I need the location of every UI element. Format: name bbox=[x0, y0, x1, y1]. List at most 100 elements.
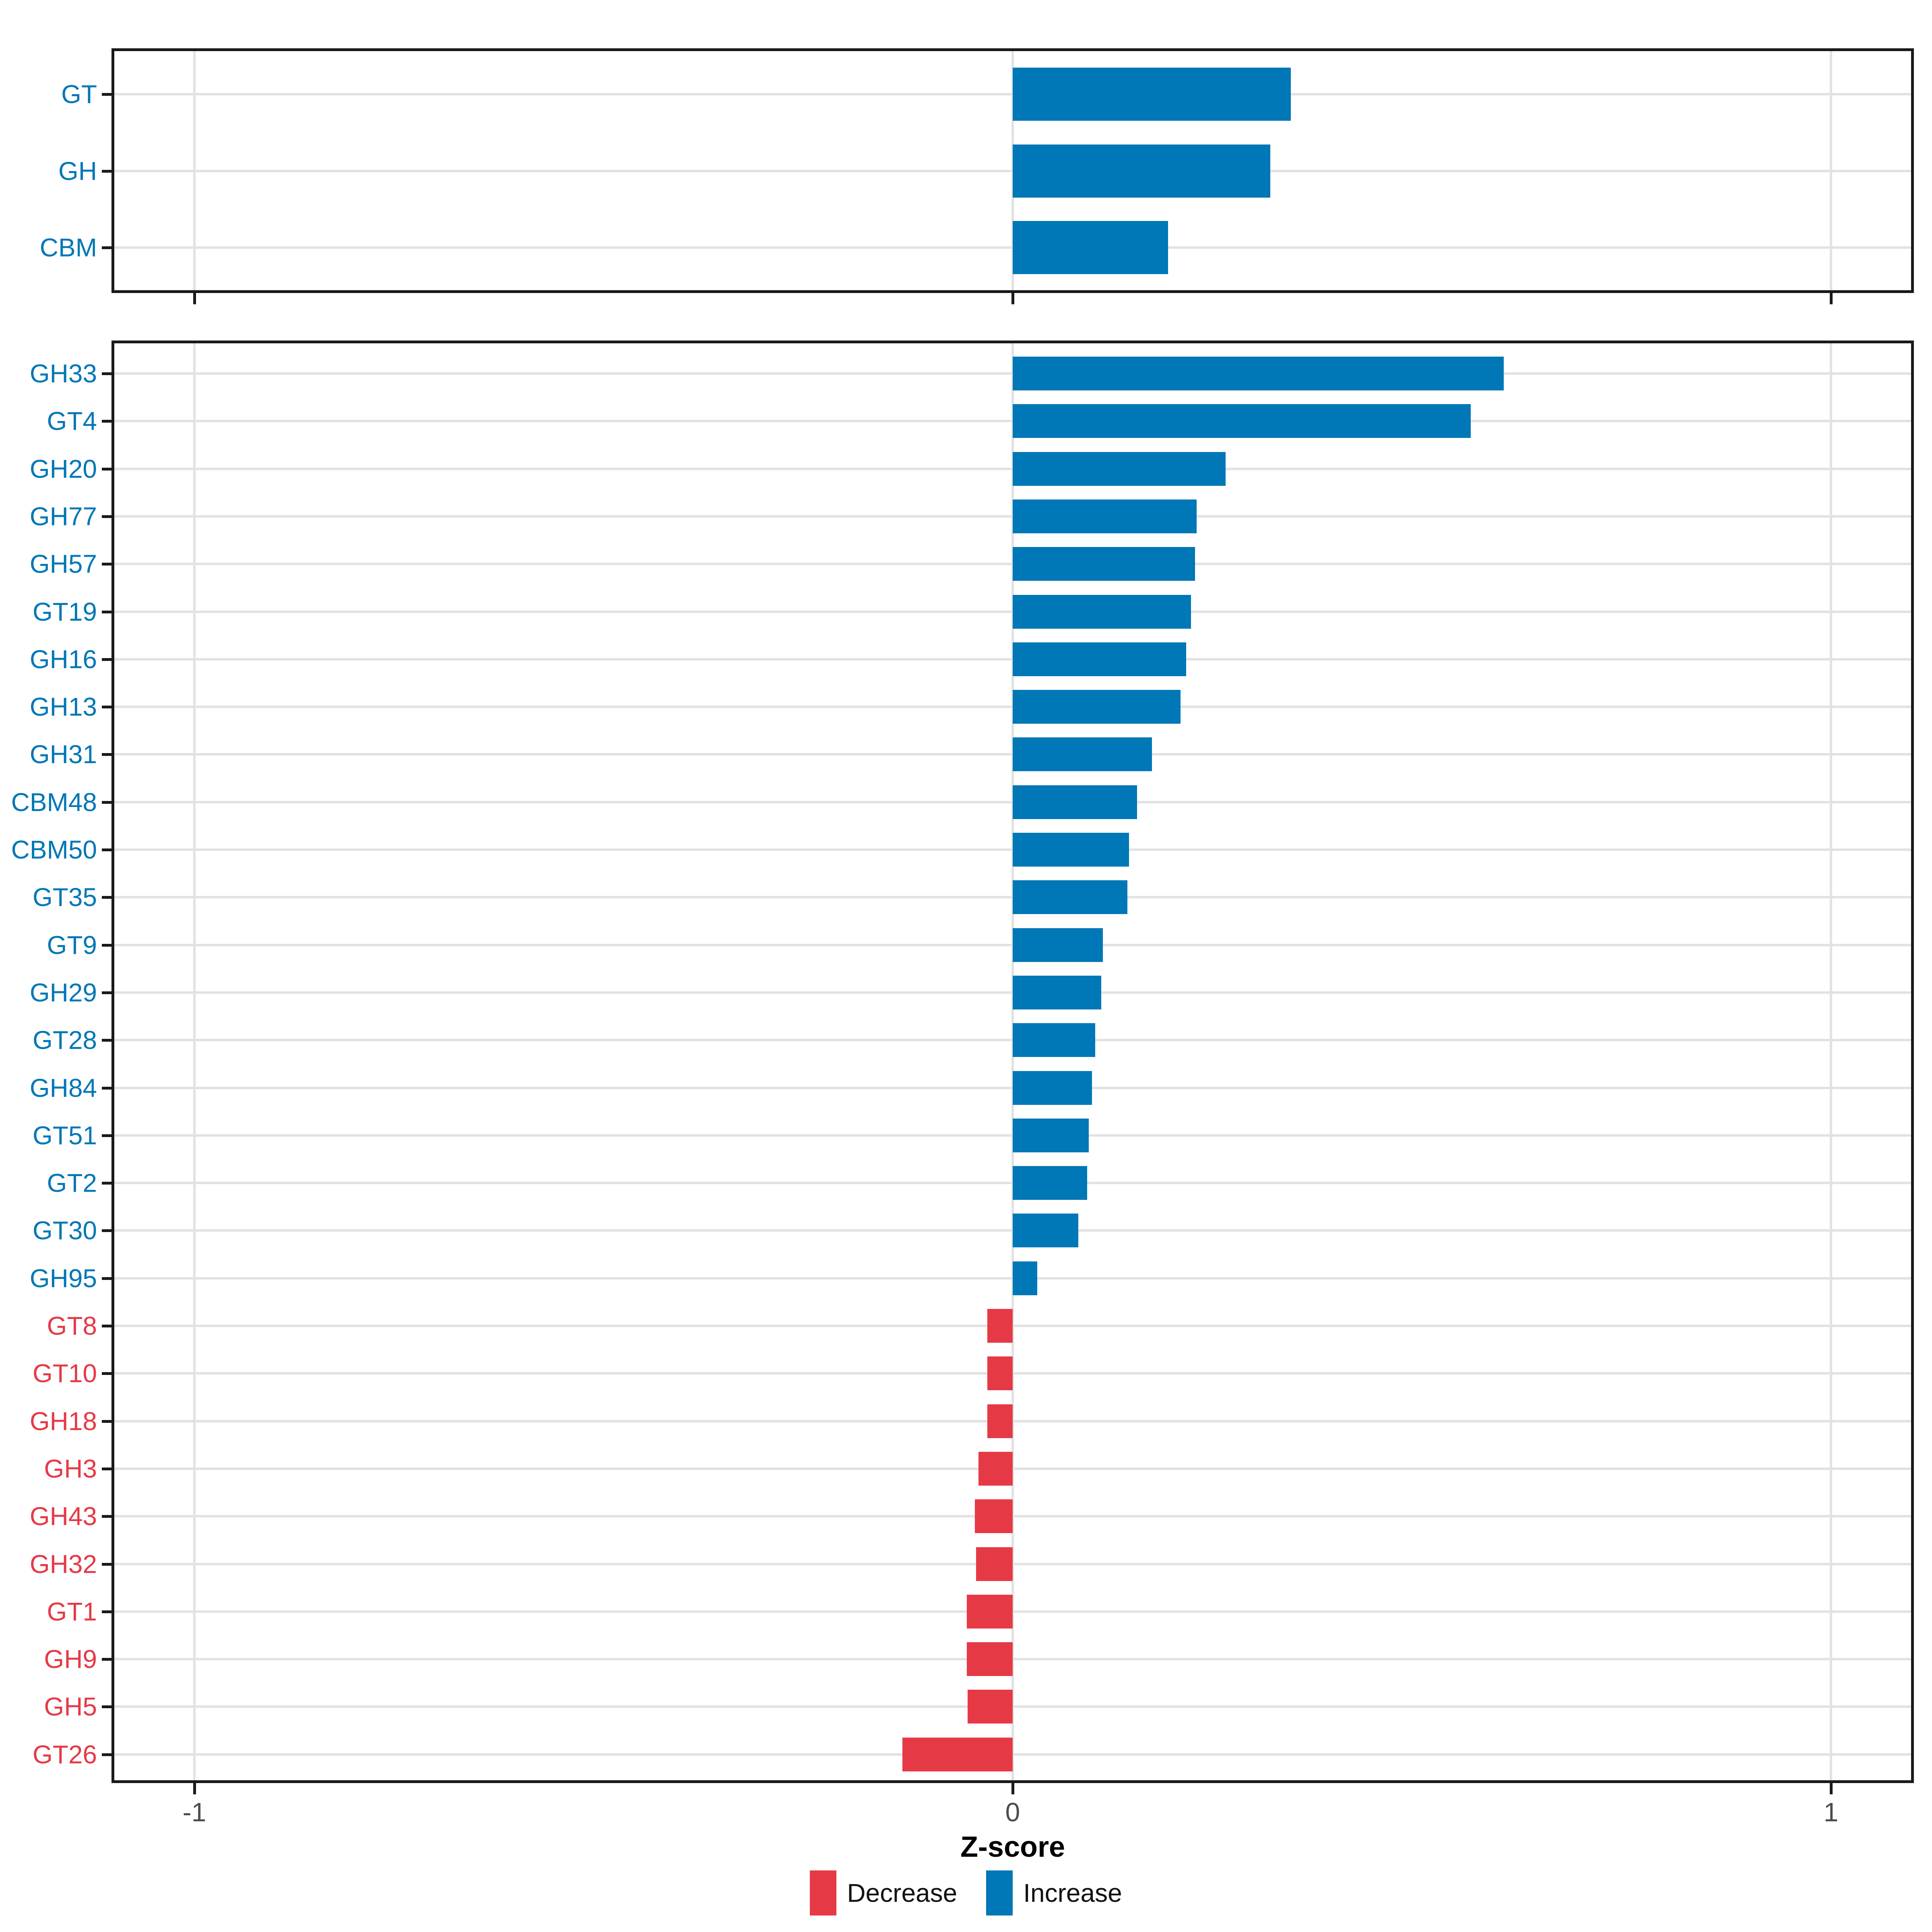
bar-gt1 bbox=[967, 1594, 1013, 1629]
gridline-vertical bbox=[193, 48, 196, 293]
bar-gh33 bbox=[1013, 357, 1504, 390]
y-axis-tick bbox=[102, 991, 111, 994]
y-axis-tick bbox=[102, 1134, 111, 1137]
bar-gh5 bbox=[968, 1690, 1013, 1724]
bar-gh43 bbox=[975, 1499, 1013, 1534]
y-axis-tick bbox=[102, 1039, 111, 1042]
row-label-gt51: GT51 bbox=[32, 1121, 97, 1150]
decrease-color-swatch bbox=[810, 1870, 837, 1915]
row-label-gh33: GH33 bbox=[29, 359, 97, 388]
row-label-gh3: GH3 bbox=[44, 1454, 97, 1483]
row-label-cbm48: CBM48 bbox=[11, 787, 97, 817]
y-axis-tick bbox=[102, 515, 111, 518]
row-label-gt9: GT9 bbox=[47, 930, 97, 960]
y-axis-tick bbox=[102, 563, 111, 566]
y-axis-tick bbox=[102, 1372, 111, 1375]
gridline-vertical bbox=[1830, 341, 1832, 1783]
gridline-vertical bbox=[1011, 341, 1014, 1783]
y-axis-tick bbox=[102, 372, 111, 375]
y-axis-tick bbox=[102, 1325, 111, 1327]
bar-cbm50 bbox=[1013, 833, 1129, 867]
row-label-gh: GH bbox=[58, 156, 97, 186]
bottom-panel-border bbox=[111, 341, 1914, 1783]
bar-gh77 bbox=[1013, 499, 1197, 533]
bar-gh9 bbox=[967, 1642, 1013, 1676]
y-axis-tick bbox=[102, 93, 111, 96]
bar-cbm bbox=[1013, 221, 1168, 274]
bar-gt bbox=[1013, 68, 1291, 121]
y-axis-tick bbox=[102, 610, 111, 613]
row-label-gt30: GT30 bbox=[32, 1216, 97, 1245]
gridline-vertical bbox=[193, 341, 196, 1783]
y-axis-tick bbox=[102, 1515, 111, 1518]
y-axis-tick bbox=[102, 706, 111, 709]
bar-gt4 bbox=[1013, 404, 1471, 438]
row-label-gh84: GH84 bbox=[29, 1073, 97, 1102]
y-axis-tick bbox=[102, 848, 111, 851]
row-label-gh77: GH77 bbox=[29, 502, 97, 531]
legend: Decrease Increase bbox=[0, 1867, 1932, 1919]
y-axis-tick bbox=[102, 658, 111, 661]
row-label-gt2: GT2 bbox=[47, 1168, 97, 1198]
y-axis-tick bbox=[102, 801, 111, 804]
bar-gt10 bbox=[987, 1356, 1013, 1391]
row-label-gh31: GH31 bbox=[29, 740, 97, 769]
row-label-gh9: GH9 bbox=[44, 1645, 97, 1674]
row-label-gh20: GH20 bbox=[29, 454, 97, 483]
y-axis-tick bbox=[102, 1563, 111, 1566]
y-axis-tick bbox=[102, 1467, 111, 1470]
bar-gt26 bbox=[902, 1737, 1013, 1771]
increase-color-swatch bbox=[986, 1870, 1013, 1915]
row-label-gt1: GT1 bbox=[47, 1597, 97, 1626]
row-label-cbm: CBM bbox=[39, 233, 97, 262]
bar-gt9 bbox=[1013, 928, 1103, 962]
row-label-gh18: GH18 bbox=[29, 1406, 97, 1436]
row-label-gh95: GH95 bbox=[29, 1263, 97, 1293]
x-tick-label-0: 0 bbox=[1005, 1797, 1020, 1827]
x-axis-tick bbox=[193, 1783, 196, 1794]
bar-gh20 bbox=[1013, 452, 1226, 486]
y-axis-tick bbox=[102, 753, 111, 756]
bar-gh29 bbox=[1013, 975, 1101, 1009]
bar-gh13 bbox=[1013, 690, 1181, 724]
x-axis-tick bbox=[1830, 1783, 1833, 1794]
bar-gt51 bbox=[1013, 1118, 1089, 1152]
row-label-gt35: GT35 bbox=[32, 883, 97, 912]
legend-item-decrease: Decrease bbox=[810, 1870, 957, 1915]
y-axis-tick bbox=[102, 1086, 111, 1090]
bar-cbm48 bbox=[1013, 785, 1137, 819]
legend-label-decrease: Decrease bbox=[847, 1878, 958, 1907]
top-panel-border bbox=[111, 48, 1914, 293]
y-axis-tick bbox=[102, 420, 111, 423]
y-axis-tick bbox=[102, 1753, 111, 1756]
x-axis-tick bbox=[1011, 293, 1014, 304]
y-axis-tick bbox=[102, 1610, 111, 1613]
x-axis-title: Z-score bbox=[960, 1831, 1065, 1863]
row-label-gh16: GH16 bbox=[29, 644, 97, 674]
bar-gh18 bbox=[987, 1404, 1013, 1438]
bar-gh16 bbox=[1013, 642, 1186, 676]
bar-gh95 bbox=[1013, 1261, 1037, 1295]
y-axis-tick bbox=[102, 467, 111, 471]
x-axis-tick bbox=[1011, 1783, 1014, 1794]
row-label-gh29: GH29 bbox=[29, 978, 97, 1007]
row-label-gh43: GH43 bbox=[29, 1502, 97, 1531]
bar-gh57 bbox=[1013, 547, 1195, 581]
y-axis-tick bbox=[102, 943, 111, 947]
row-label-gt10: GT10 bbox=[32, 1359, 97, 1388]
y-axis-tick bbox=[102, 1420, 111, 1423]
bar-gh3 bbox=[978, 1451, 1013, 1486]
bar-gt35 bbox=[1013, 880, 1127, 914]
y-axis-tick bbox=[102, 896, 111, 899]
y-axis-tick bbox=[102, 1277, 111, 1280]
row-label-gh5: GH5 bbox=[44, 1692, 97, 1721]
bar-gt19 bbox=[1013, 594, 1191, 629]
x-axis-tick bbox=[193, 293, 196, 304]
row-label-gh32: GH32 bbox=[29, 1549, 97, 1579]
x-tick-label-1: 1 bbox=[1823, 1797, 1839, 1827]
bar-gt2 bbox=[1013, 1166, 1087, 1200]
row-label-gt19: GT19 bbox=[32, 597, 97, 626]
y-axis-tick bbox=[102, 1229, 111, 1232]
gridline-vertical bbox=[1830, 48, 1832, 293]
